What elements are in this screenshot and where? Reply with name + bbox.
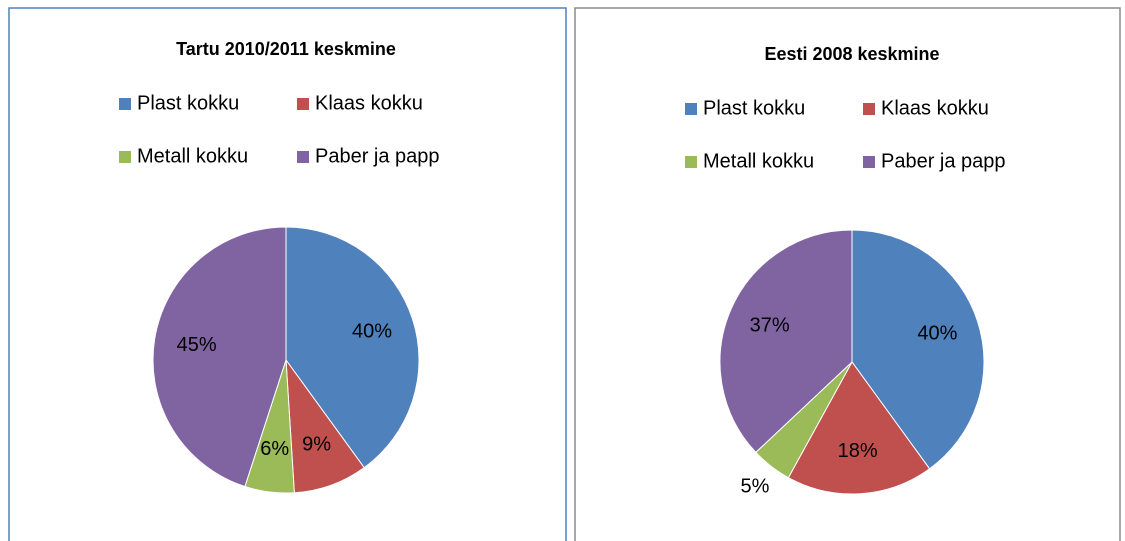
legend-label: Plast kokku (137, 92, 239, 114)
legend-label: Klaas kokku (315, 92, 423, 114)
legend-swatch (119, 98, 131, 110)
data-label: 6% (260, 438, 289, 460)
legend-swatch (297, 151, 309, 163)
legend-label: Klaas kokku (881, 97, 989, 119)
pie-slice (719, 229, 853, 454)
data-label: 40% (917, 323, 957, 345)
legend-swatch (863, 103, 875, 115)
legend-label: Metall kokku (137, 145, 248, 167)
chart-title: Tartu 2010/2011 keskmine (176, 39, 396, 59)
legend-label: Metall kokku (703, 150, 814, 172)
data-label: 40% (352, 320, 392, 342)
data-label: 45% (177, 334, 217, 356)
data-label: 5% (740, 475, 769, 497)
legend-label: Paber ja papp (881, 150, 1006, 172)
pie-slice (787, 361, 931, 495)
legend-swatch (863, 156, 875, 168)
pie-slice (285, 226, 420, 469)
pie-slice (152, 226, 287, 488)
data-label: 37% (750, 315, 790, 337)
legend-swatch (297, 98, 309, 110)
legend-label: Paber ja papp (315, 145, 440, 167)
data-label: 9% (302, 433, 331, 455)
legend-swatch (685, 103, 697, 115)
legend-swatch (119, 151, 131, 163)
chart-title: Eesti 2008 keskmine (764, 44, 939, 64)
legend-label: Plast kokku (703, 97, 805, 119)
legend-swatch (685, 156, 697, 168)
pie-slice (851, 229, 985, 470)
data-label: 18% (838, 440, 878, 462)
